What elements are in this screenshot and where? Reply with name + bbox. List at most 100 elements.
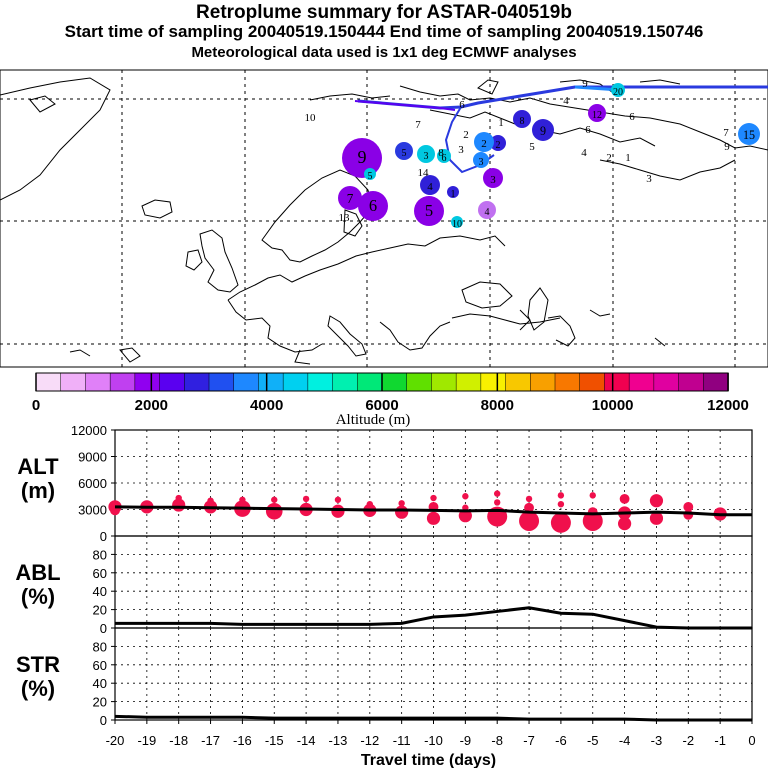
x-tick-label: -2 bbox=[683, 733, 695, 748]
plume-small-label: 13 bbox=[339, 212, 351, 224]
plume-altitude-marker bbox=[271, 496, 278, 503]
panel-ylabel-line: (m) bbox=[21, 478, 55, 503]
y-tick-label: 6000 bbox=[78, 476, 107, 491]
y-tick-label: 40 bbox=[93, 584, 107, 599]
y-tick-label: 12000 bbox=[71, 423, 107, 438]
plume-altitude-marker bbox=[395, 505, 409, 519]
plume-altitude-marker bbox=[550, 512, 571, 533]
plume-point-marker bbox=[338, 186, 362, 210]
colorbar-cell bbox=[604, 372, 630, 392]
plume-point: 3 bbox=[473, 152, 489, 168]
altitude-colorbar: 0 2000 4000 6000 8000 10000 12000 Altitude (m) bbox=[32, 372, 749, 428]
plume-point-marker bbox=[364, 168, 376, 180]
colorbar-cell bbox=[431, 372, 457, 392]
plume-point: 10 bbox=[451, 216, 463, 230]
plume-point-label: 3 bbox=[424, 151, 429, 162]
plume-point-marker bbox=[588, 104, 606, 122]
colorbar-cell bbox=[307, 372, 334, 392]
colorbar-tick-label: 2000 bbox=[135, 397, 168, 414]
plume-point-label: 5 bbox=[402, 148, 407, 159]
colorbar-cell bbox=[85, 372, 111, 392]
plume-altitude-marker bbox=[265, 502, 283, 520]
plume-point-label: 6 bbox=[369, 196, 377, 215]
plume-point-label: 4 bbox=[427, 181, 433, 193]
x-tick-label: -13 bbox=[329, 733, 348, 748]
colorbar-cell bbox=[703, 372, 729, 392]
x-tick-label: -1 bbox=[714, 733, 726, 748]
sampling-time-line: Start time of sampling 20040519.150444 E… bbox=[64, 22, 704, 41]
colorbar-cell bbox=[282, 372, 309, 392]
plume-point: 6 bbox=[437, 149, 451, 164]
chart-title: Retroplume summary for ASTAR-040519b bbox=[196, 2, 572, 23]
plume-small-label: 4 bbox=[581, 147, 587, 159]
series-line bbox=[114, 714, 752, 722]
plume-altitude-marker bbox=[398, 500, 405, 507]
met-data-line: Meteorological data used is 1x1 deg ECMW… bbox=[191, 44, 577, 61]
colorbar-cell bbox=[678, 372, 705, 392]
plume-point: 6 bbox=[358, 191, 388, 221]
plume-altitude-marker bbox=[430, 494, 437, 502]
plume-altitude-marker bbox=[458, 509, 472, 523]
plume-point-label: 2 bbox=[481, 138, 487, 150]
plume-small-label: 1 bbox=[498, 117, 504, 129]
colorbar-cell bbox=[35, 372, 62, 392]
y-tick-label: 0 bbox=[100, 529, 107, 544]
colorbar-tick-label: 4000 bbox=[250, 397, 283, 414]
x-tick-label: -3 bbox=[651, 733, 663, 748]
colorbar-cell bbox=[184, 372, 210, 392]
plume-altitude-marker bbox=[683, 501, 694, 512]
plume-altitude-marker bbox=[582, 510, 603, 531]
plume-point-marker bbox=[473, 152, 489, 168]
x-tick-label: -20 bbox=[106, 733, 125, 748]
plume-point: 3 bbox=[417, 145, 435, 163]
colorbar-cell bbox=[60, 372, 87, 392]
plume-point-marker bbox=[342, 138, 382, 178]
y-tick-label: 80 bbox=[93, 639, 107, 654]
colorbar-cell bbox=[406, 372, 433, 392]
x-tick-label: -8 bbox=[491, 733, 503, 748]
colorbar-cell bbox=[134, 372, 161, 392]
plume-point-marker bbox=[474, 132, 494, 152]
plume-point-label: 20 bbox=[613, 87, 623, 98]
plume-point-label: 9 bbox=[540, 124, 546, 138]
plume-altitude-marker bbox=[366, 501, 373, 508]
y-tick-label: 0 bbox=[100, 621, 107, 636]
plume-altitude-marker bbox=[207, 497, 214, 504]
plume-small-label: 9 bbox=[724, 141, 730, 153]
plume-point-marker bbox=[414, 196, 444, 226]
panel-alt: 0 3000 6000 9000 12000 ALT (m) bbox=[17, 423, 753, 544]
plume-altitude-marker bbox=[619, 494, 630, 504]
plume-point: 3 bbox=[483, 168, 503, 188]
plume-point-marker bbox=[358, 191, 388, 221]
plume-point-marker bbox=[437, 149, 451, 163]
colorbar-cell bbox=[554, 372, 581, 392]
x-tick-label: -15 bbox=[265, 733, 284, 748]
plume-point: 12 bbox=[588, 104, 606, 122]
plume-point-label: 2 bbox=[496, 140, 501, 151]
colorbar-cell bbox=[530, 372, 556, 392]
plume-small-label: 2 bbox=[463, 129, 469, 141]
y-tick-label: 9000 bbox=[78, 450, 107, 465]
plume-altitude-marker bbox=[557, 501, 565, 508]
colorbar-ticks: 0 2000 4000 6000 8000 10000 12000 bbox=[32, 373, 749, 414]
plume-point-label: 7 bbox=[347, 191, 354, 206]
plume-small-label: 10 bbox=[305, 112, 317, 124]
plume-small-label: 3 bbox=[646, 173, 652, 185]
panel-ylabel: ALT (m) bbox=[17, 454, 59, 503]
plume-point: 4 bbox=[478, 201, 496, 219]
plume-point-marker bbox=[417, 145, 435, 163]
x-tick-label: -6 bbox=[555, 733, 567, 748]
plume-point-label: 9 bbox=[358, 147, 367, 167]
plume-point-label: 15 bbox=[743, 128, 755, 142]
plume-point-marker bbox=[451, 216, 463, 228]
plume-small-label: 6 bbox=[629, 111, 635, 123]
plume-small-label: 1 bbox=[625, 152, 631, 164]
colorbar-cell bbox=[332, 372, 359, 392]
plume-point-marker bbox=[513, 110, 531, 128]
plume-point-label: 6 bbox=[442, 153, 447, 164]
colorbar-tick-label: 6000 bbox=[365, 397, 398, 414]
